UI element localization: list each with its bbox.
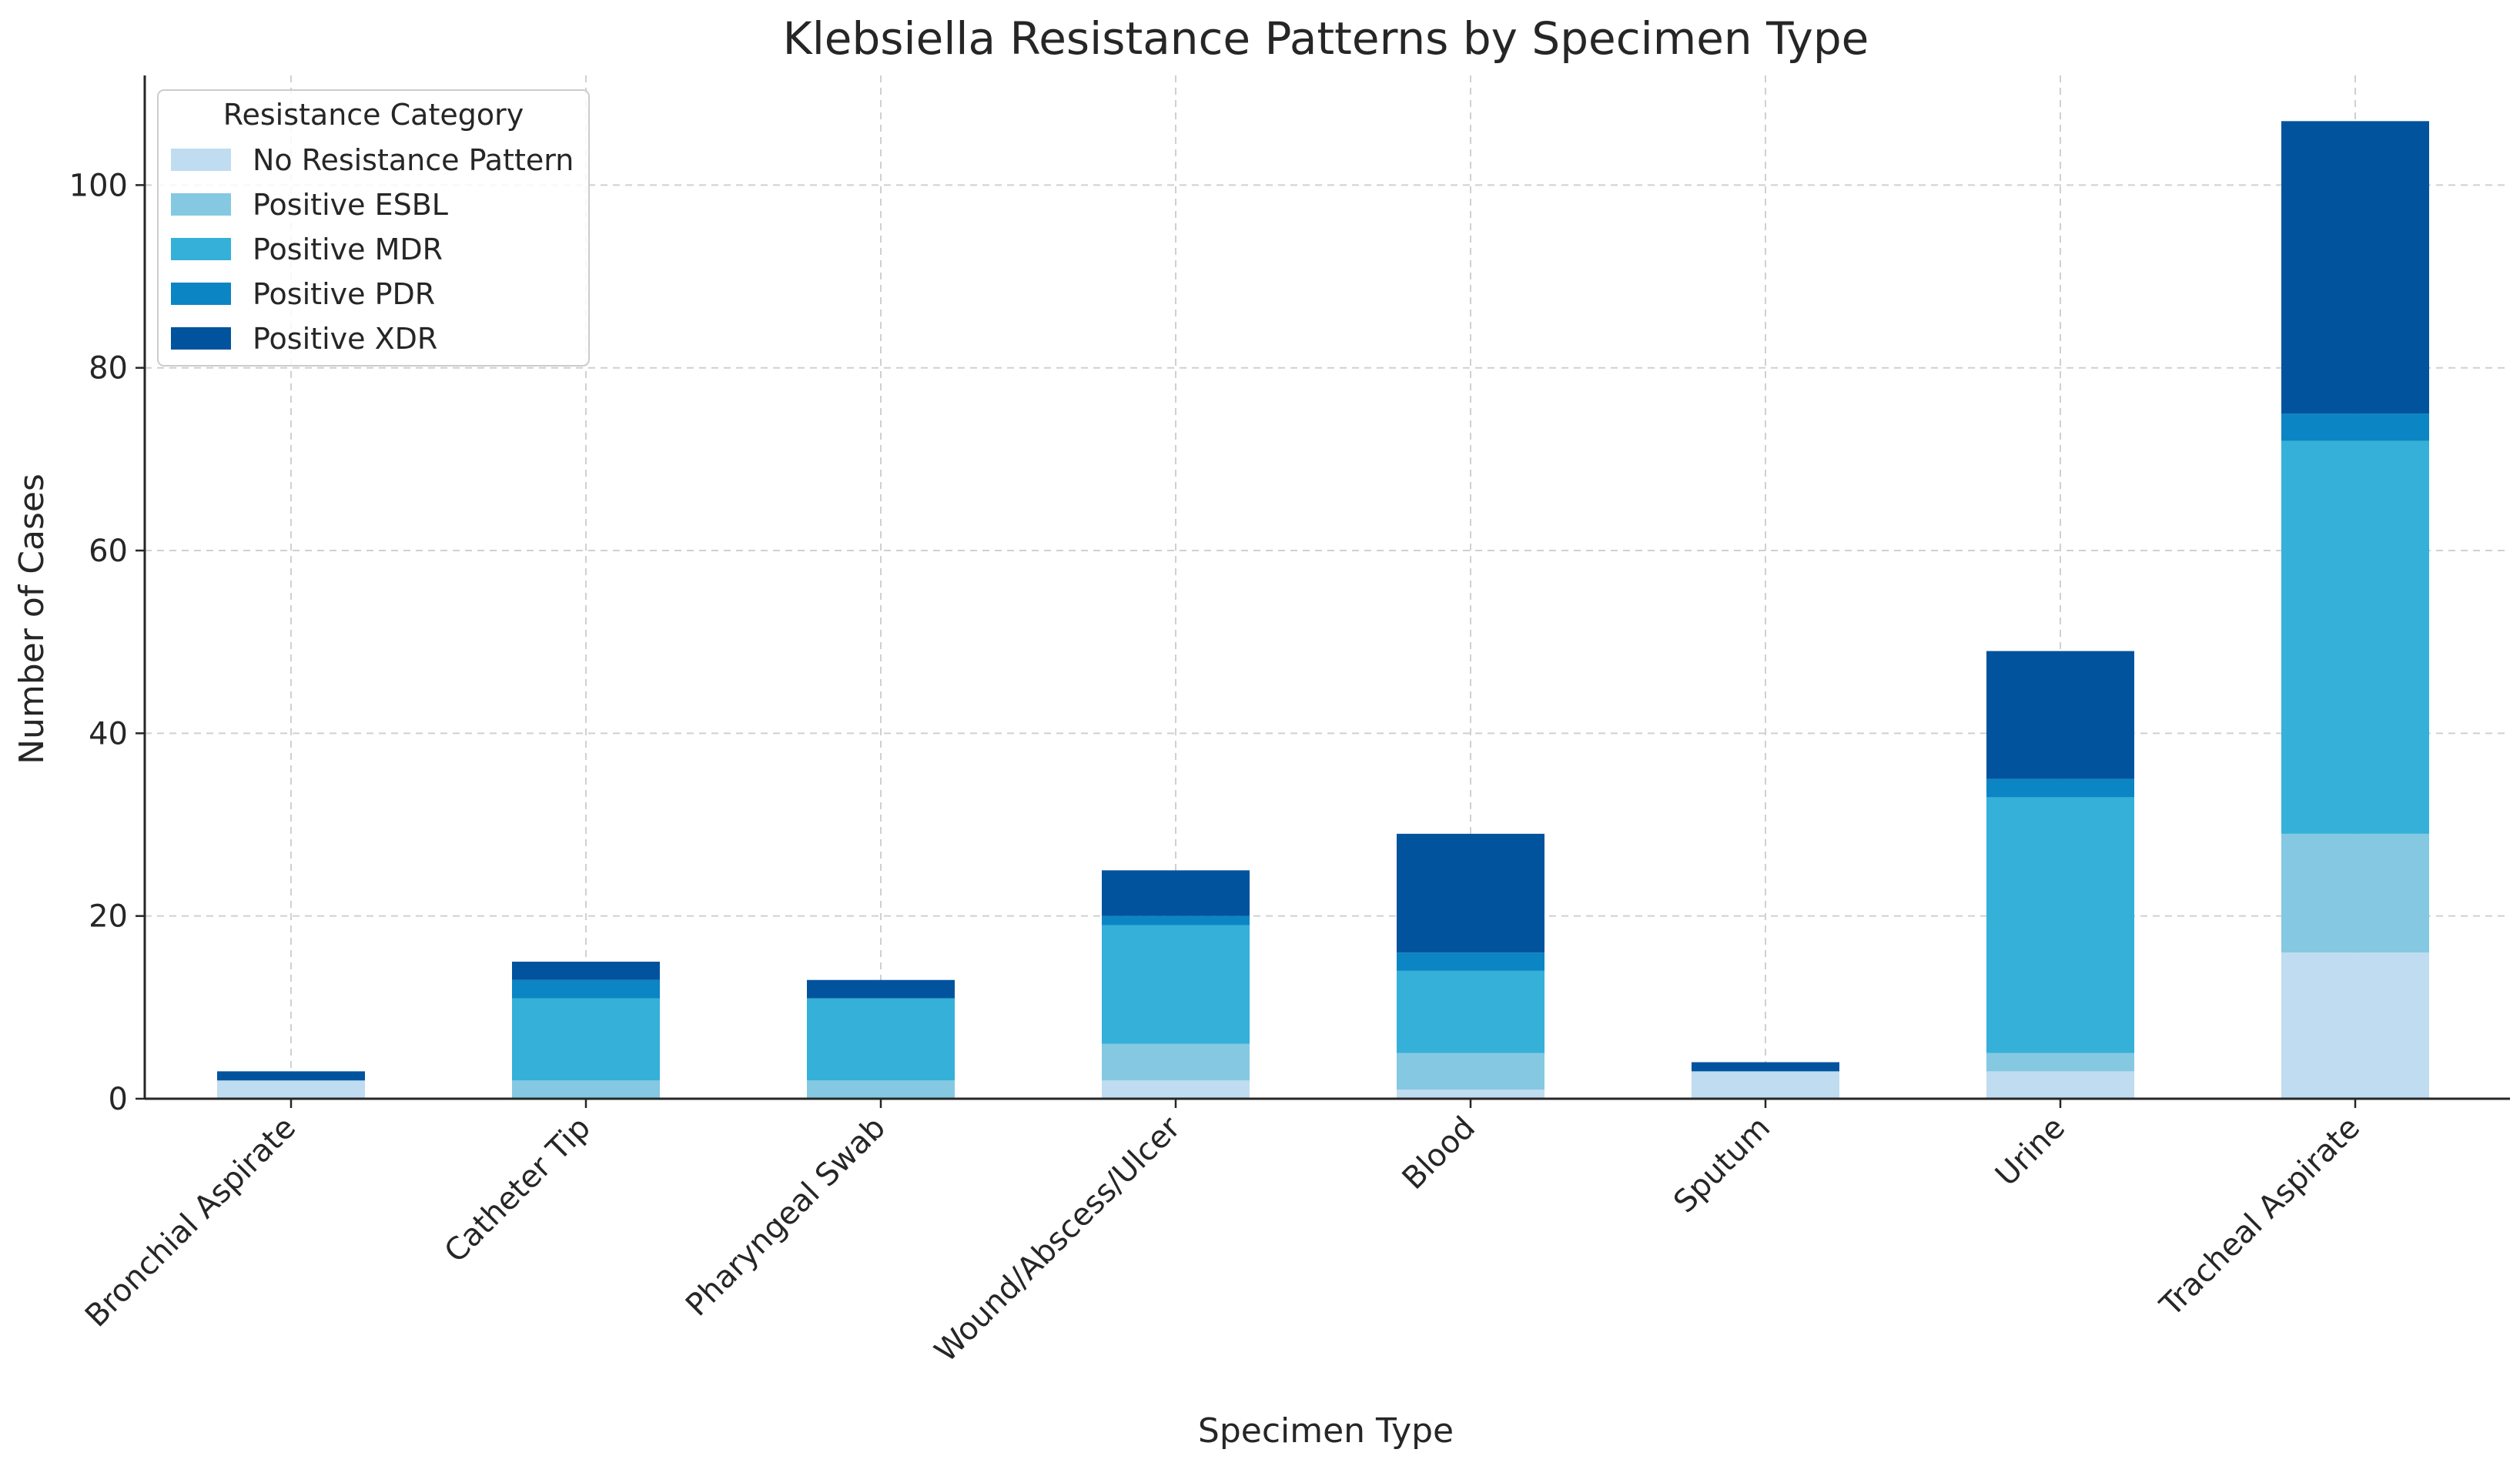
y-tick-label: 80 <box>89 351 128 387</box>
legend-swatch <box>171 193 231 216</box>
bar-segment <box>512 979 660 999</box>
legend-swatch <box>171 238 231 260</box>
legend: Resistance Category No Resistance Patter… <box>157 89 590 366</box>
bar-segment <box>1397 952 1544 971</box>
legend-label: No Resistance Pattern <box>253 143 574 177</box>
bar-segment <box>1102 915 1250 925</box>
bar-segment <box>2281 833 2429 953</box>
y-tick-label: 40 <box>89 716 128 751</box>
bar-segment <box>2281 440 2429 834</box>
bar-segment <box>512 998 660 1081</box>
bar-segment <box>217 1080 365 1099</box>
bar-segment <box>1102 1043 1250 1081</box>
legend-swatch <box>171 327 231 350</box>
bar-segment <box>1397 1053 1544 1090</box>
bar-segment <box>1692 1062 1839 1072</box>
legend-frame <box>157 89 590 366</box>
bar-segment <box>807 979 955 999</box>
y-tick-label: 60 <box>89 534 128 569</box>
bar-segment <box>1102 870 1250 916</box>
bar-segment <box>1986 797 2134 1053</box>
chart-title: Klebsiella Resistance Patterns by Specim… <box>783 12 1869 65</box>
bar-segment <box>2281 413 2429 441</box>
bar-segment <box>512 1080 660 1099</box>
y-tick-label: 100 <box>69 168 128 203</box>
y-tick-label: 20 <box>89 899 128 935</box>
x-axis-label: Specimen Type <box>1198 1411 1454 1451</box>
legend-swatch <box>171 283 231 305</box>
bar-segment <box>807 998 955 1081</box>
axes <box>136 75 2510 1108</box>
legend-label: Positive XDR <box>253 322 437 356</box>
bar-segment <box>1397 833 1544 953</box>
bar-segment <box>217 1071 365 1081</box>
bar-segment <box>1102 1080 1250 1099</box>
bar-segment <box>1986 778 2134 798</box>
bar-segment <box>807 1080 955 1099</box>
bars <box>217 121 2429 1099</box>
y-axis-label: Number of Cases <box>12 474 52 765</box>
bar-segment <box>1986 651 2134 779</box>
bar-segment <box>1397 1089 1544 1099</box>
bar-segment <box>1692 1071 1839 1099</box>
bar-segment <box>512 962 660 980</box>
bar-segment <box>1397 970 1544 1053</box>
y-tick-labels: 0 20 40 60 80 100 <box>69 168 128 1117</box>
legend-label: Positive ESBL <box>253 188 448 222</box>
bar-segment <box>1986 1071 2134 1099</box>
legend-label: Positive MDR <box>253 233 443 266</box>
legend-title: Resistance Category <box>223 98 524 132</box>
bar-segment <box>1102 925 1250 1044</box>
legend-swatch <box>171 149 231 171</box>
bar-segment <box>2281 952 2429 1099</box>
y-tick-label: 0 <box>109 1082 128 1117</box>
bar-segment <box>2281 121 2429 414</box>
legend-label: Positive PDR <box>253 277 435 311</box>
bar-segment <box>1986 1053 2134 1072</box>
